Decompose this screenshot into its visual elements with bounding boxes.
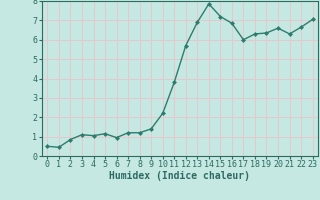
X-axis label: Humidex (Indice chaleur): Humidex (Indice chaleur) <box>109 171 251 181</box>
